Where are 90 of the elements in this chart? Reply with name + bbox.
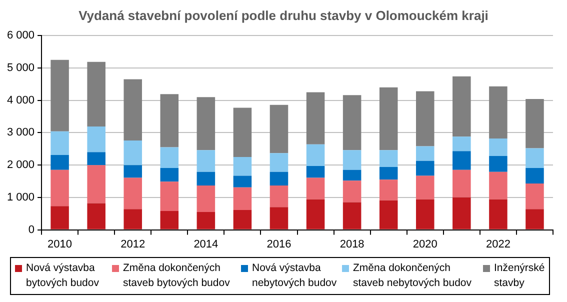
bar (306, 178, 325, 200)
bar (270, 104, 288, 154)
x-tick-label: 2010 (48, 238, 72, 250)
bar (196, 185, 216, 212)
bar (416, 160, 434, 176)
bar (526, 168, 544, 184)
bar (526, 148, 544, 168)
bar (526, 99, 544, 148)
legend-label: Nová výstavba nebytových budov (252, 261, 338, 291)
bar (160, 94, 179, 148)
bar (379, 87, 398, 150)
bar (526, 184, 544, 210)
x-tick-label: 2016 (266, 238, 292, 250)
bar (342, 180, 362, 202)
bar (160, 211, 179, 230)
bar (379, 167, 398, 180)
x-tick-label: 2012 (120, 238, 146, 250)
y-tick-label: 2 000 (6, 159, 35, 172)
bar (87, 126, 106, 152)
bar (526, 209, 544, 230)
legend-label: Nová výstavba bytových budov (26, 261, 100, 291)
bar (233, 156, 252, 176)
bar (342, 150, 362, 170)
bar (233, 187, 252, 210)
bar (124, 209, 142, 230)
bar (160, 147, 179, 168)
bar (196, 97, 216, 150)
x-tick-label: 2020 (412, 238, 438, 250)
y-tick-label: 1 000 (6, 191, 35, 204)
bar (124, 79, 142, 140)
bar (124, 165, 142, 178)
bar (50, 170, 69, 206)
bar (50, 60, 69, 132)
bar (87, 152, 106, 166)
bar (306, 92, 325, 144)
bar (160, 182, 179, 212)
bar (452, 197, 471, 230)
bar (270, 172, 288, 186)
bar (233, 108, 252, 157)
bar (87, 165, 106, 204)
bar (270, 153, 288, 172)
y-tick-label: 3 000 (6, 126, 35, 139)
bar (124, 178, 142, 210)
bar (270, 185, 288, 208)
bar (124, 140, 142, 166)
legend-label: Změna dokončených staveb nebytových budov (353, 261, 472, 291)
bar (452, 76, 471, 137)
bar (489, 156, 508, 172)
bar (50, 155, 69, 170)
bar (50, 131, 69, 156)
bar (342, 170, 362, 181)
bar (196, 150, 216, 172)
bar (416, 176, 434, 200)
bar (306, 166, 325, 178)
bar (342, 95, 362, 150)
bar (306, 199, 325, 230)
y-tick-label: 5 000 (6, 62, 35, 74)
x-tick-label: 2014 (194, 238, 218, 250)
bar (416, 199, 434, 230)
bar (452, 170, 471, 198)
legend-label: Změna dokončených staveb bytových budov (123, 261, 231, 291)
bar (233, 210, 252, 230)
y-tick-label: 6 000 (6, 30, 35, 42)
bar (379, 180, 398, 200)
legend-label: Inženýrské stavby (494, 261, 546, 291)
bar (452, 151, 471, 170)
bar (379, 200, 398, 230)
bar (196, 172, 216, 186)
bar (270, 207, 288, 230)
bar (416, 146, 434, 161)
bar (160, 168, 179, 182)
bar (489, 138, 508, 156)
bar (379, 150, 398, 168)
bar (196, 212, 216, 230)
bar (489, 86, 508, 139)
bar (50, 206, 69, 230)
x-tick-label: 2022 (486, 238, 510, 250)
bar (489, 199, 508, 230)
y-tick-label: 4 000 (6, 94, 35, 106)
bar (87, 62, 106, 127)
bar (452, 136, 471, 152)
chart-title: Vydaná stavební povolení podle druhu stavby v Olomouckém kraji (78, 8, 490, 23)
x-tick-label: 2018 (340, 238, 364, 250)
bar (87, 203, 106, 230)
bar (342, 202, 362, 230)
bar (233, 176, 252, 188)
bar (416, 91, 434, 146)
y-tick-label: 0 (28, 224, 35, 236)
bar (489, 172, 508, 200)
bar (306, 144, 325, 166)
